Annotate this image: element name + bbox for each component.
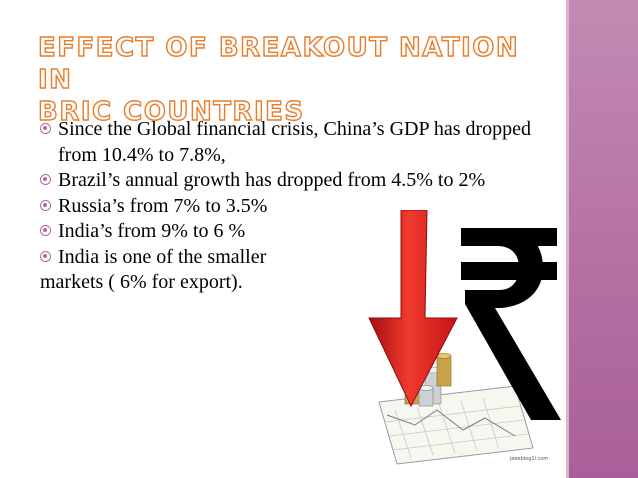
bullet-icon (40, 199, 51, 211)
bullet-icon (40, 225, 51, 236)
sidebar-edge (566, 0, 569, 478)
slide-title: Effect of Breakout Nation in BRIC countr… (37, 32, 558, 128)
decorative-sidebar (569, 0, 638, 478)
bullet-item-india-markets: India is one of the smaller (40, 245, 540, 271)
bullet-item-india: India’s from 9% to 6 % (40, 219, 540, 245)
chart-paper-icon (378, 385, 534, 465)
bullet-continuation: markets ( 6% for export). (40, 271, 243, 293)
bullet-text: India’s from 9% to 6 % (58, 220, 246, 242)
bullet-icon (40, 174, 51, 185)
bullet-item-brazil: Brazil’s annual growth has dropped from … (40, 168, 540, 194)
bullet-item-china: Since the Global financial crisis, China… (40, 117, 540, 168)
title-line-1: Effect of Breakout Nation in (37, 32, 520, 95)
bullet-text: Brazil’s annual growth has dropped from … (58, 169, 486, 191)
bullet-text: Since the Global financial crisis, China… (58, 118, 532, 166)
bullet-icon (40, 250, 51, 262)
title-line-2: BRIC countries (37, 96, 305, 127)
bullet-list: Since the Global financial crisis, China… (40, 117, 540, 296)
bullet-text: Russia’s from 7% to 3.5% (58, 194, 268, 217)
bullet-icon (40, 123, 51, 134)
down-arrow-icon (368, 210, 458, 408)
bullet-item-russia: Russia’s from 7% to 3.5% (40, 194, 540, 220)
bullet-text: India is one of the smaller (58, 245, 267, 268)
image-credit: jeeeblog1l.com (510, 456, 549, 462)
rupee-symbol-icon (461, 228, 561, 420)
rupee-decline-illustration (368, 210, 561, 465)
